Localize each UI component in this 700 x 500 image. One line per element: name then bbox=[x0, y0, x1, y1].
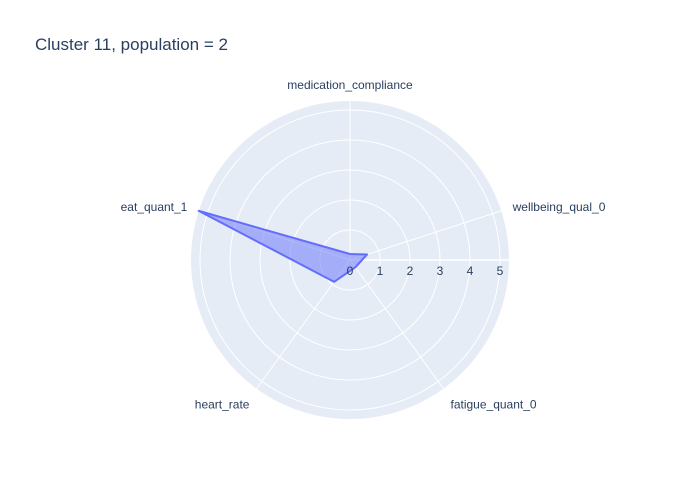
data-layer bbox=[197, 209, 369, 283]
radial-ticks: 0 1 2 3 4 5 bbox=[347, 264, 504, 278]
radial-tick-label: 2 bbox=[407, 264, 414, 278]
angular-axis-label: wellbeing_qual_0 bbox=[512, 200, 606, 214]
angular-axis-label: eat_quant_1 bbox=[121, 200, 188, 214]
angular-gridline bbox=[349, 210, 502, 261]
angular-axis-label: heart_rate bbox=[195, 397, 250, 411]
angular-gridline bbox=[349, 259, 444, 389]
angular-axis-label: medication_compliance bbox=[287, 78, 413, 92]
radial-tick-label: 5 bbox=[497, 264, 504, 278]
radial-tick-label: 4 bbox=[467, 264, 474, 278]
angular-axis-label: fatigue_quant_0 bbox=[451, 397, 537, 411]
radial-tick-label: 1 bbox=[377, 264, 384, 278]
radial-tick-label: 3 bbox=[437, 264, 444, 278]
series-area bbox=[197, 209, 369, 283]
radial-tick-label: 0 bbox=[347, 264, 354, 278]
angular-labels: medication_compliance wellbeing_qual_0fat… bbox=[121, 78, 606, 411]
chart-title: Cluster 11, population = 2 bbox=[35, 35, 228, 54]
